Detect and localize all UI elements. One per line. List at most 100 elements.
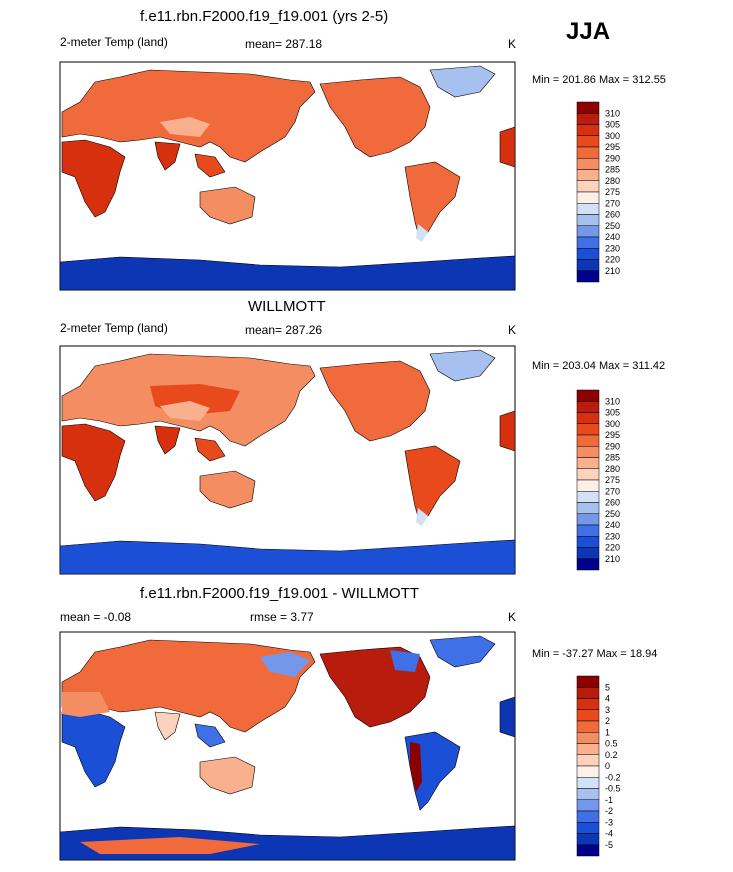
map-2-patagonia: [416, 508, 428, 526]
colorbar-1-label: 305: [605, 120, 620, 130]
map-1-africa: [61, 139, 126, 218]
colorbar-2-box: [576, 434, 600, 447]
colorbar-2-box: [576, 412, 600, 424]
colorbar-3-box: [576, 833, 600, 845]
colorbar-3-box: [576, 788, 600, 800]
colorbar-1-box: [576, 113, 600, 125]
map-1-tibet: [160, 117, 210, 137]
colorbar-2-label: 270: [605, 486, 620, 496]
colorbar-2-box: [576, 479, 600, 492]
colorbar-3-label: 3: [605, 705, 610, 715]
colorbar-1-label: 250: [605, 221, 620, 231]
colorbar-3-label: 0: [605, 761, 610, 771]
map-2-seasia: [194, 437, 226, 462]
map-1-greenland: [429, 65, 496, 98]
colorbar-1-label: 260: [605, 210, 620, 220]
map-2-west-africa-edge: [499, 410, 516, 452]
colorbar-3-box: [576, 720, 600, 733]
colorbar-2-label: 300: [605, 419, 620, 429]
colorbar-1-label: 280: [605, 176, 620, 186]
colorbar-2-label: 210: [605, 554, 620, 564]
map-2-india: [154, 425, 181, 455]
panel-1-minmax: Min = 201.86 Max = 312.55: [532, 74, 666, 86]
colorbar-3-box: [576, 810, 600, 823]
map-2-africa: [61, 423, 126, 502]
colorbar-2-label: 285: [605, 453, 620, 463]
panel-3-units: K: [508, 610, 517, 624]
colorbar-3-box: [576, 687, 600, 699]
colorbar-1-box: [576, 214, 600, 226]
colorbar-2-box: [576, 513, 600, 526]
map-1-india: [154, 141, 181, 171]
colorbar-3-box: [576, 675, 600, 688]
map-2: [59, 345, 516, 575]
colorbar-3-label: 5: [605, 682, 610, 692]
map-1-patagonia: [416, 224, 428, 242]
colorbar-1-label: 300: [605, 131, 620, 141]
colorbar-3-box: [576, 844, 600, 857]
colorbar-1-label: 270: [605, 198, 620, 208]
colorbar-1-box: [576, 135, 600, 148]
map-2-south-america: [404, 445, 461, 525]
panel-1-mean-label: mean= 287.18: [245, 37, 323, 51]
colorbar-2-box: [576, 491, 600, 503]
colorbar-1-box: [576, 101, 600, 114]
colorbar-3-box: [576, 743, 600, 755]
map-2-antarctica: [59, 539, 516, 575]
colorbar-1-box: [576, 124, 600, 136]
colorbar-1-box: [576, 180, 600, 193]
map-2-australia: [199, 470, 256, 509]
colorbar-3-label: 0.5: [605, 739, 618, 749]
colorbar-1-box: [576, 158, 600, 170]
map-1-seasia: [194, 153, 226, 178]
map-1-north-america: [319, 76, 431, 158]
panel-1-title: f.e11.rbn.F2000.f19_f19.001 (yrs 2-5): [140, 8, 389, 25]
colorbar-1-label: 230: [605, 243, 620, 253]
colorbar-3-label: 1: [605, 727, 610, 737]
panel-2-minmax: Min = 203.04 Max = 311.42: [532, 360, 666, 372]
map-2-greenland: [429, 349, 496, 382]
map-3-india: [154, 711, 181, 741]
map-3-canada-blue: [390, 650, 420, 672]
colorbar-1-box: [576, 191, 600, 204]
colorbar-1-box: [576, 146, 600, 159]
colorbar-3-label: 2: [605, 716, 610, 726]
colorbar-3-label: -5: [605, 840, 613, 850]
panel-2-left-label: 2-meter Temp (land): [60, 321, 168, 335]
map-1-west-africa-edge: [499, 126, 516, 168]
colorbar-3-label: -4: [605, 829, 613, 839]
colorbar-2-box: [576, 401, 600, 413]
colorbar-3-box: [576, 822, 600, 834]
colorbar-3-box: [576, 754, 600, 767]
colorbar-3-label: -1: [605, 795, 613, 805]
colorbar-2-label: 220: [605, 543, 620, 553]
colorbar-1-label: 220: [605, 255, 620, 265]
map-1-south-america: [404, 161, 461, 241]
colorbar-3-label: -0.2: [605, 772, 621, 782]
map-3-antarctica-warm: [80, 837, 260, 854]
colorbar-3-label: -3: [605, 817, 613, 827]
colorbar-2-label: 240: [605, 520, 620, 530]
panel-3-title: f.e11.rbn.F2000.f19_f19.001 - WILLMOTT: [140, 585, 420, 602]
panel-3-minmax: Min = -37.27 Max = 18.94: [532, 648, 658, 660]
colorbar-3-box: [576, 777, 600, 789]
colorbar-2-label: 290: [605, 441, 620, 451]
panel-2-units: K: [508, 323, 517, 337]
colorbar-1-label: 290: [605, 153, 620, 163]
colorbar-1-box: [576, 169, 600, 181]
colorbar-1-label: 295: [605, 142, 620, 152]
map-3-siberia-blue: [260, 652, 310, 677]
map-1-australia: [199, 186, 256, 225]
panel-2-title: WILLMOTT: [248, 298, 326, 315]
colorbar-3-box: [576, 765, 600, 778]
colorbar-1-label: 285: [605, 165, 620, 175]
colorbar-2-label: 310: [605, 396, 620, 406]
colorbar-1-box: [576, 259, 600, 271]
map-3-west-africa-edge: [499, 696, 516, 738]
colorbar-3-box: [576, 732, 600, 744]
map-3-australia: [199, 756, 256, 795]
colorbar-3-box: [576, 799, 600, 812]
colorbar-1-box: [576, 248, 600, 260]
